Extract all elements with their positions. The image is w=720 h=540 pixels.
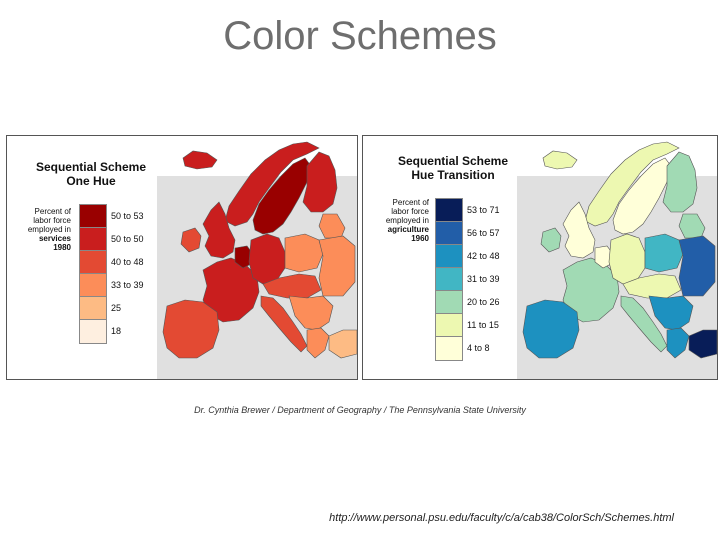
slide-title: Color Schemes xyxy=(223,14,497,58)
legend-label: 11 to 15 xyxy=(467,320,499,330)
scheme-title: Sequential Scheme Hue Transition xyxy=(373,154,533,182)
region-turkey xyxy=(688,329,717,359)
scheme-title-line: Sequential Scheme xyxy=(35,160,147,174)
region-france xyxy=(562,257,620,323)
region-finland xyxy=(302,151,338,213)
legend-label: 50 to 50 xyxy=(111,234,144,244)
legend-label: 56 to 57 xyxy=(467,228,500,238)
legend-label: 40 to 48 xyxy=(111,257,144,267)
description-line: 1960 xyxy=(411,234,429,243)
region-balkans xyxy=(288,295,334,331)
map-panel-hue-transition: Sequential Scheme Hue Transition Percent… xyxy=(362,135,718,380)
legend-swatch xyxy=(435,221,463,246)
region-east xyxy=(678,235,716,297)
region-greece xyxy=(666,327,690,359)
description-line: Percent of xyxy=(34,207,71,216)
region-italy xyxy=(260,295,308,353)
legend-label: 53 to 71 xyxy=(467,205,500,215)
region-iberia xyxy=(522,299,580,359)
legend-label: 4 to 8 xyxy=(467,343,490,353)
region-iberia xyxy=(162,299,220,359)
legend-label: 18 xyxy=(111,326,122,336)
description-line: agriculture xyxy=(387,225,429,234)
legend-swatch xyxy=(435,336,463,361)
description-line: services xyxy=(38,234,71,243)
description-line: employed in xyxy=(27,225,71,234)
legend-swatch xyxy=(435,267,463,292)
map-panel-one-hue: Sequential Scheme One Hue Percent of lab… xyxy=(6,135,358,380)
legend-label: 25 xyxy=(111,303,122,313)
legend-swatch xyxy=(79,204,107,229)
scheme-title-line: One Hue xyxy=(66,174,116,188)
region-norway xyxy=(584,141,680,227)
description-line: 1980 xyxy=(53,243,71,252)
description-line: labor force xyxy=(391,207,429,216)
legend-swatch xyxy=(79,296,107,321)
credit-text: Dr. Cynthia Brewer / Department of Geogr… xyxy=(194,405,526,415)
scheme-description: Percent of labor force employed in agric… xyxy=(363,198,429,243)
legend-swatch xyxy=(435,313,463,338)
region-east xyxy=(318,235,356,297)
description-line: labor force xyxy=(33,216,71,225)
region-iceland xyxy=(542,150,578,170)
region-greece xyxy=(306,327,330,359)
region-germany xyxy=(608,233,646,285)
region-finland xyxy=(662,151,698,213)
description-line: employed in xyxy=(385,216,429,225)
region-balkans xyxy=(648,295,694,331)
region-central xyxy=(262,273,322,299)
legend-swatch xyxy=(435,198,463,223)
legend-swatch xyxy=(79,227,107,252)
legend-label: 33 to 39 xyxy=(111,280,144,290)
region-central xyxy=(622,273,682,299)
legend-swatch xyxy=(79,273,107,298)
scheme-title-line: Sequential Scheme xyxy=(397,154,509,168)
region-norway xyxy=(224,141,320,227)
description-line: Percent of xyxy=(392,198,429,207)
legend-swatch xyxy=(79,319,107,344)
scheme-title: Sequential Scheme One Hue xyxy=(11,160,171,188)
region-ireland xyxy=(180,227,202,253)
legend-label: 31 to 39 xyxy=(467,274,500,284)
legend-label: 42 to 48 xyxy=(467,251,500,261)
legend-swatch xyxy=(435,290,463,315)
legend-swatch xyxy=(435,244,463,269)
legend-label: 20 to 26 xyxy=(467,297,500,307)
region-poland xyxy=(284,233,324,273)
region-italy xyxy=(620,295,668,353)
region-iceland xyxy=(182,150,218,170)
scheme-description: Percent of labor force employed in servi… xyxy=(9,207,71,252)
region-uk xyxy=(202,201,236,259)
choropleth-map xyxy=(157,141,357,379)
scheme-title-line: Hue Transition xyxy=(411,168,495,182)
region-poland xyxy=(644,233,684,273)
region-ireland xyxy=(540,227,562,253)
region-france xyxy=(202,257,260,323)
region-germany xyxy=(248,233,286,285)
region-uk xyxy=(562,201,596,259)
legend-label: 50 to 53 xyxy=(111,211,144,221)
source-url: http://www.personal.psu.edu/faculty/c/a/… xyxy=(329,512,674,524)
legend-swatch xyxy=(79,250,107,275)
region-turkey xyxy=(328,329,357,359)
choropleth-map xyxy=(517,141,717,379)
